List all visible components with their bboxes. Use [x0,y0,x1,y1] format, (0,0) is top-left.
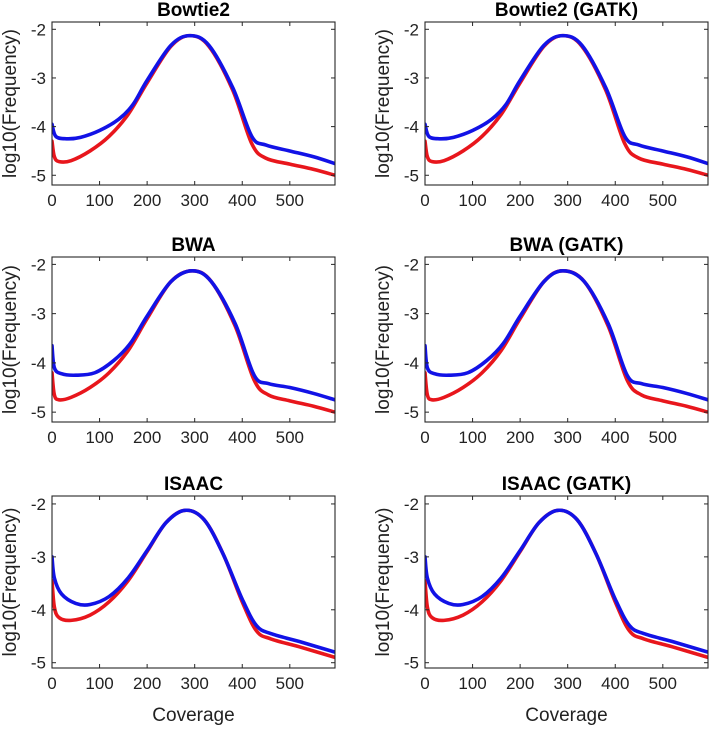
x-tick-label: 100 [85,428,113,447]
x-tick-label: 500 [649,674,677,693]
x-axis-label: Coverage [152,705,234,726]
y-axis-label: log10(Frequency) [0,29,21,178]
y-tick-label: -4 [31,118,46,137]
y-tick-label: -5 [31,403,46,422]
y-axis-label: log10(Frequency) [0,508,21,657]
x-tick-label: 500 [276,428,304,447]
series-line-red [425,508,708,660]
series-line-red [425,268,708,414]
series-line-red [52,508,335,660]
x-tick-label: 300 [181,191,209,210]
y-tick-label: -5 [404,403,419,422]
x-tick-label: 200 [506,191,534,210]
x-tick-label: 0 [47,428,56,447]
axes-box [424,21,709,186]
axes-box [424,495,709,669]
series-line-blue [425,268,708,402]
x-tick-label: 0 [420,674,429,693]
series-line-red [425,33,708,178]
chart-title: Bowtie2 [157,0,230,21]
x-tick-label: 200 [133,674,161,693]
chart-title: ISAAC [164,474,223,495]
chart-panel: 0 100 200 300 400 500 -2 -3 -4 -5 Bowtie2 log10(Fre… [0,0,336,210]
x-tick-label: 200 [506,674,534,693]
chart-title: Bowtie2 (GATK) [495,0,638,21]
y-tick-label: -3 [31,548,46,567]
x-tick-label: 500 [276,191,304,210]
x-tick-label: 300 [554,674,582,693]
x-tick-label: 100 [85,191,113,210]
x-tick-label: 400 [601,428,629,447]
chart-panel: 0 100 200 300 400 500 -2 -3 -4 -5 BWA (GATK) log10(… [373,235,709,447]
y-tick-label: -4 [31,354,46,373]
x-axis-label: Coverage [525,705,607,726]
x-tick-label: 0 [420,191,429,210]
x-tick-label: 0 [47,674,56,693]
x-tick-label: 300 [181,674,209,693]
y-tick-label: -2 [404,495,419,514]
x-tick-label: 0 [420,428,429,447]
x-tick-label: 100 [458,428,486,447]
series-line-blue [52,268,335,402]
chart-title: BWA [171,235,216,256]
axes-box [424,256,709,423]
x-tick-label: 500 [649,428,677,447]
x-tick-label: 400 [601,674,629,693]
y-tick-label: -3 [31,69,46,88]
axes-box [51,21,336,186]
chart-panel: 0 100 200 300 400 500 -2 -3 -4 -5 ISAAC (GATK) log1… [373,474,709,726]
series-line-red [52,33,335,178]
x-tick-label: 0 [47,191,56,210]
series-line-blue [425,33,708,166]
chart-title: BWA (GATK) [510,235,624,256]
x-tick-label: 400 [228,674,256,693]
y-axis-label: log10(Frequency) [0,265,21,414]
series-line-red [52,268,335,414]
series-line-blue [52,508,335,654]
y-tick-label: -3 [31,305,46,324]
y-tick-label: -2 [31,20,46,39]
series-line-blue [425,508,708,654]
x-tick-label: 400 [228,428,256,447]
y-tick-label: -3 [404,305,419,324]
axes-box [51,256,336,423]
y-tick-label: -4 [404,601,419,620]
y-tick-label: -5 [404,166,419,185]
x-tick-label: 300 [554,428,582,447]
y-tick-label: -2 [31,495,46,514]
x-tick-label: 500 [276,674,304,693]
x-tick-label: 200 [133,428,161,447]
y-tick-label: -2 [404,255,419,274]
y-axis-label: log10(Frequency) [373,29,394,178]
y-axis-label: log10(Frequency) [373,508,394,657]
y-tick-label: -3 [404,548,419,567]
chart-panel: 0 100 200 300 400 500 -2 -3 -4 -5 ISAAC log10(Frequ… [0,474,336,726]
x-tick-label: 100 [85,674,113,693]
x-tick-label: 100 [458,191,486,210]
y-tick-label: -5 [31,166,46,185]
x-tick-label: 200 [133,191,161,210]
y-tick-label: -5 [31,654,46,673]
y-tick-label: -2 [31,255,46,274]
x-tick-label: 200 [506,428,534,447]
y-tick-label: -4 [404,118,419,137]
x-tick-label: 300 [181,428,209,447]
x-tick-label: 400 [228,191,256,210]
x-tick-label: 100 [458,674,486,693]
x-tick-label: 300 [554,191,582,210]
axes-box [51,495,336,669]
y-tick-label: -3 [404,69,419,88]
x-tick-label: 500 [649,191,677,210]
y-tick-label: -4 [31,601,46,620]
y-tick-label: -4 [404,354,419,373]
y-tick-label: -5 [404,654,419,673]
series-line-blue [52,33,335,166]
x-tick-label: 400 [601,191,629,210]
y-tick-label: -2 [404,20,419,39]
chart-title: ISAAC (GATK) [502,474,631,495]
chart-panel: 0 100 200 300 400 500 -2 -3 -4 -5 BWA log10(Frequen… [0,235,336,447]
chart-panel: 0 100 200 300 400 500 -2 -3 -4 -5 Bowtie2 (GATK) lo… [373,0,709,210]
y-axis-label: log10(Frequency) [373,265,394,414]
